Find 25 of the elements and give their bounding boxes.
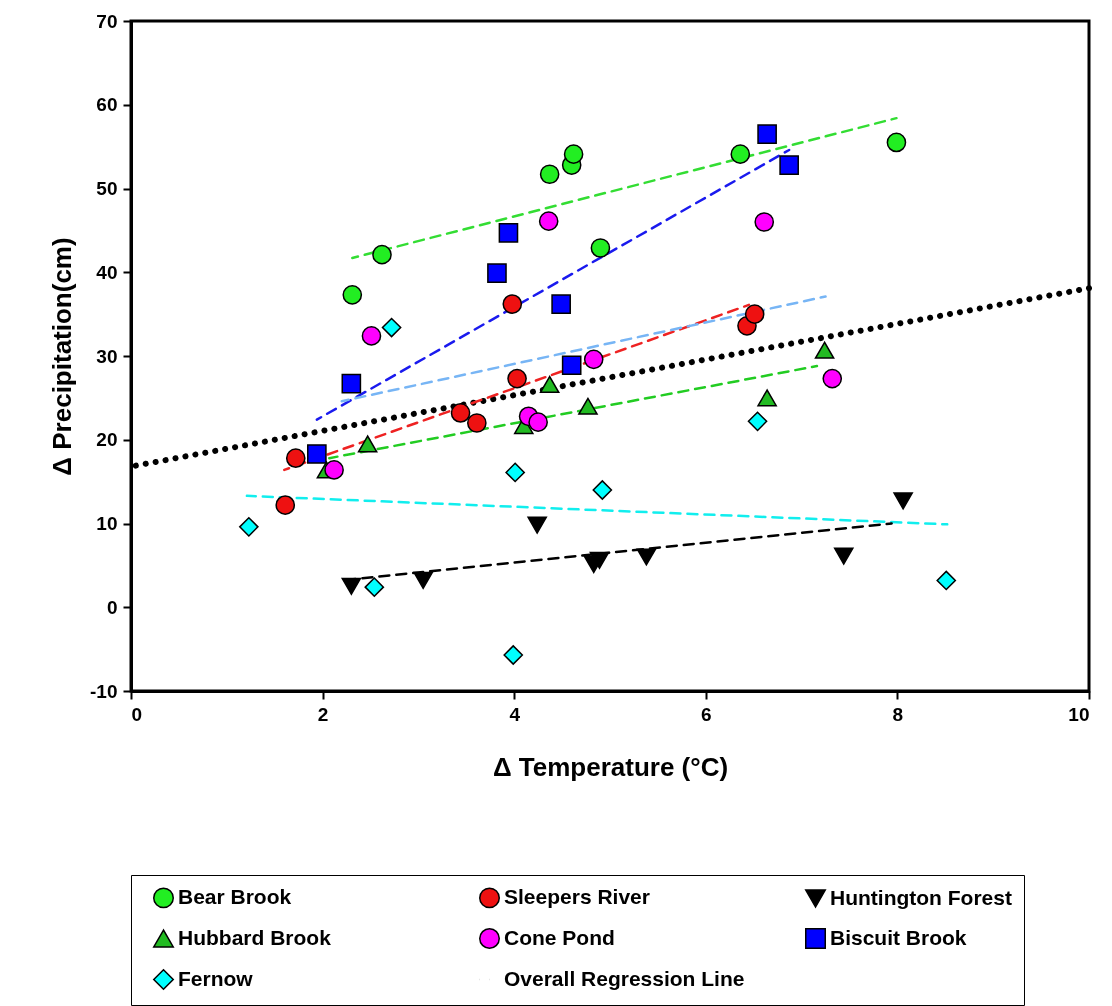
legend-label: Cone Pond bbox=[504, 925, 615, 949]
y-tick-label: 0 bbox=[106, 596, 118, 618]
y-tick-label: 30 bbox=[96, 345, 118, 367]
y-tick-label: 20 bbox=[96, 429, 118, 451]
x-tick-label: 8 bbox=[892, 703, 904, 725]
x-tick-label: 10 bbox=[1068, 703, 1090, 725]
legend-label: Biscuit Brook bbox=[830, 925, 967, 949]
y-tick-label: -10 bbox=[90, 680, 118, 702]
y-tick-label: 10 bbox=[96, 513, 118, 534]
x-tick-label: 6 bbox=[701, 703, 712, 725]
y-tick-label: 60 bbox=[96, 94, 118, 116]
x-tick-label: 4 bbox=[509, 703, 521, 725]
legend-label: Sleepers River bbox=[504, 884, 650, 908]
legend-label: Overall Regression Line bbox=[504, 966, 745, 990]
y-axis-title: Δ Precipitation(cm) bbox=[47, 237, 78, 476]
legend-label: Bear Brook bbox=[178, 884, 292, 908]
legend-label: Huntington Forest bbox=[830, 885, 1012, 909]
legend-label: Fernow bbox=[178, 966, 254, 990]
x-tick-label: 2 bbox=[317, 703, 329, 725]
x-axis-title: Δ Temperature (°C) bbox=[492, 751, 729, 782]
y-tick-label: 50 bbox=[96, 178, 118, 199]
x-tick-label: 0 bbox=[131, 703, 143, 725]
legend-label: Hubbard Brook bbox=[178, 925, 332, 949]
y-tick-label: 40 bbox=[96, 261, 118, 283]
y-tick-label: 70 bbox=[96, 10, 118, 32]
